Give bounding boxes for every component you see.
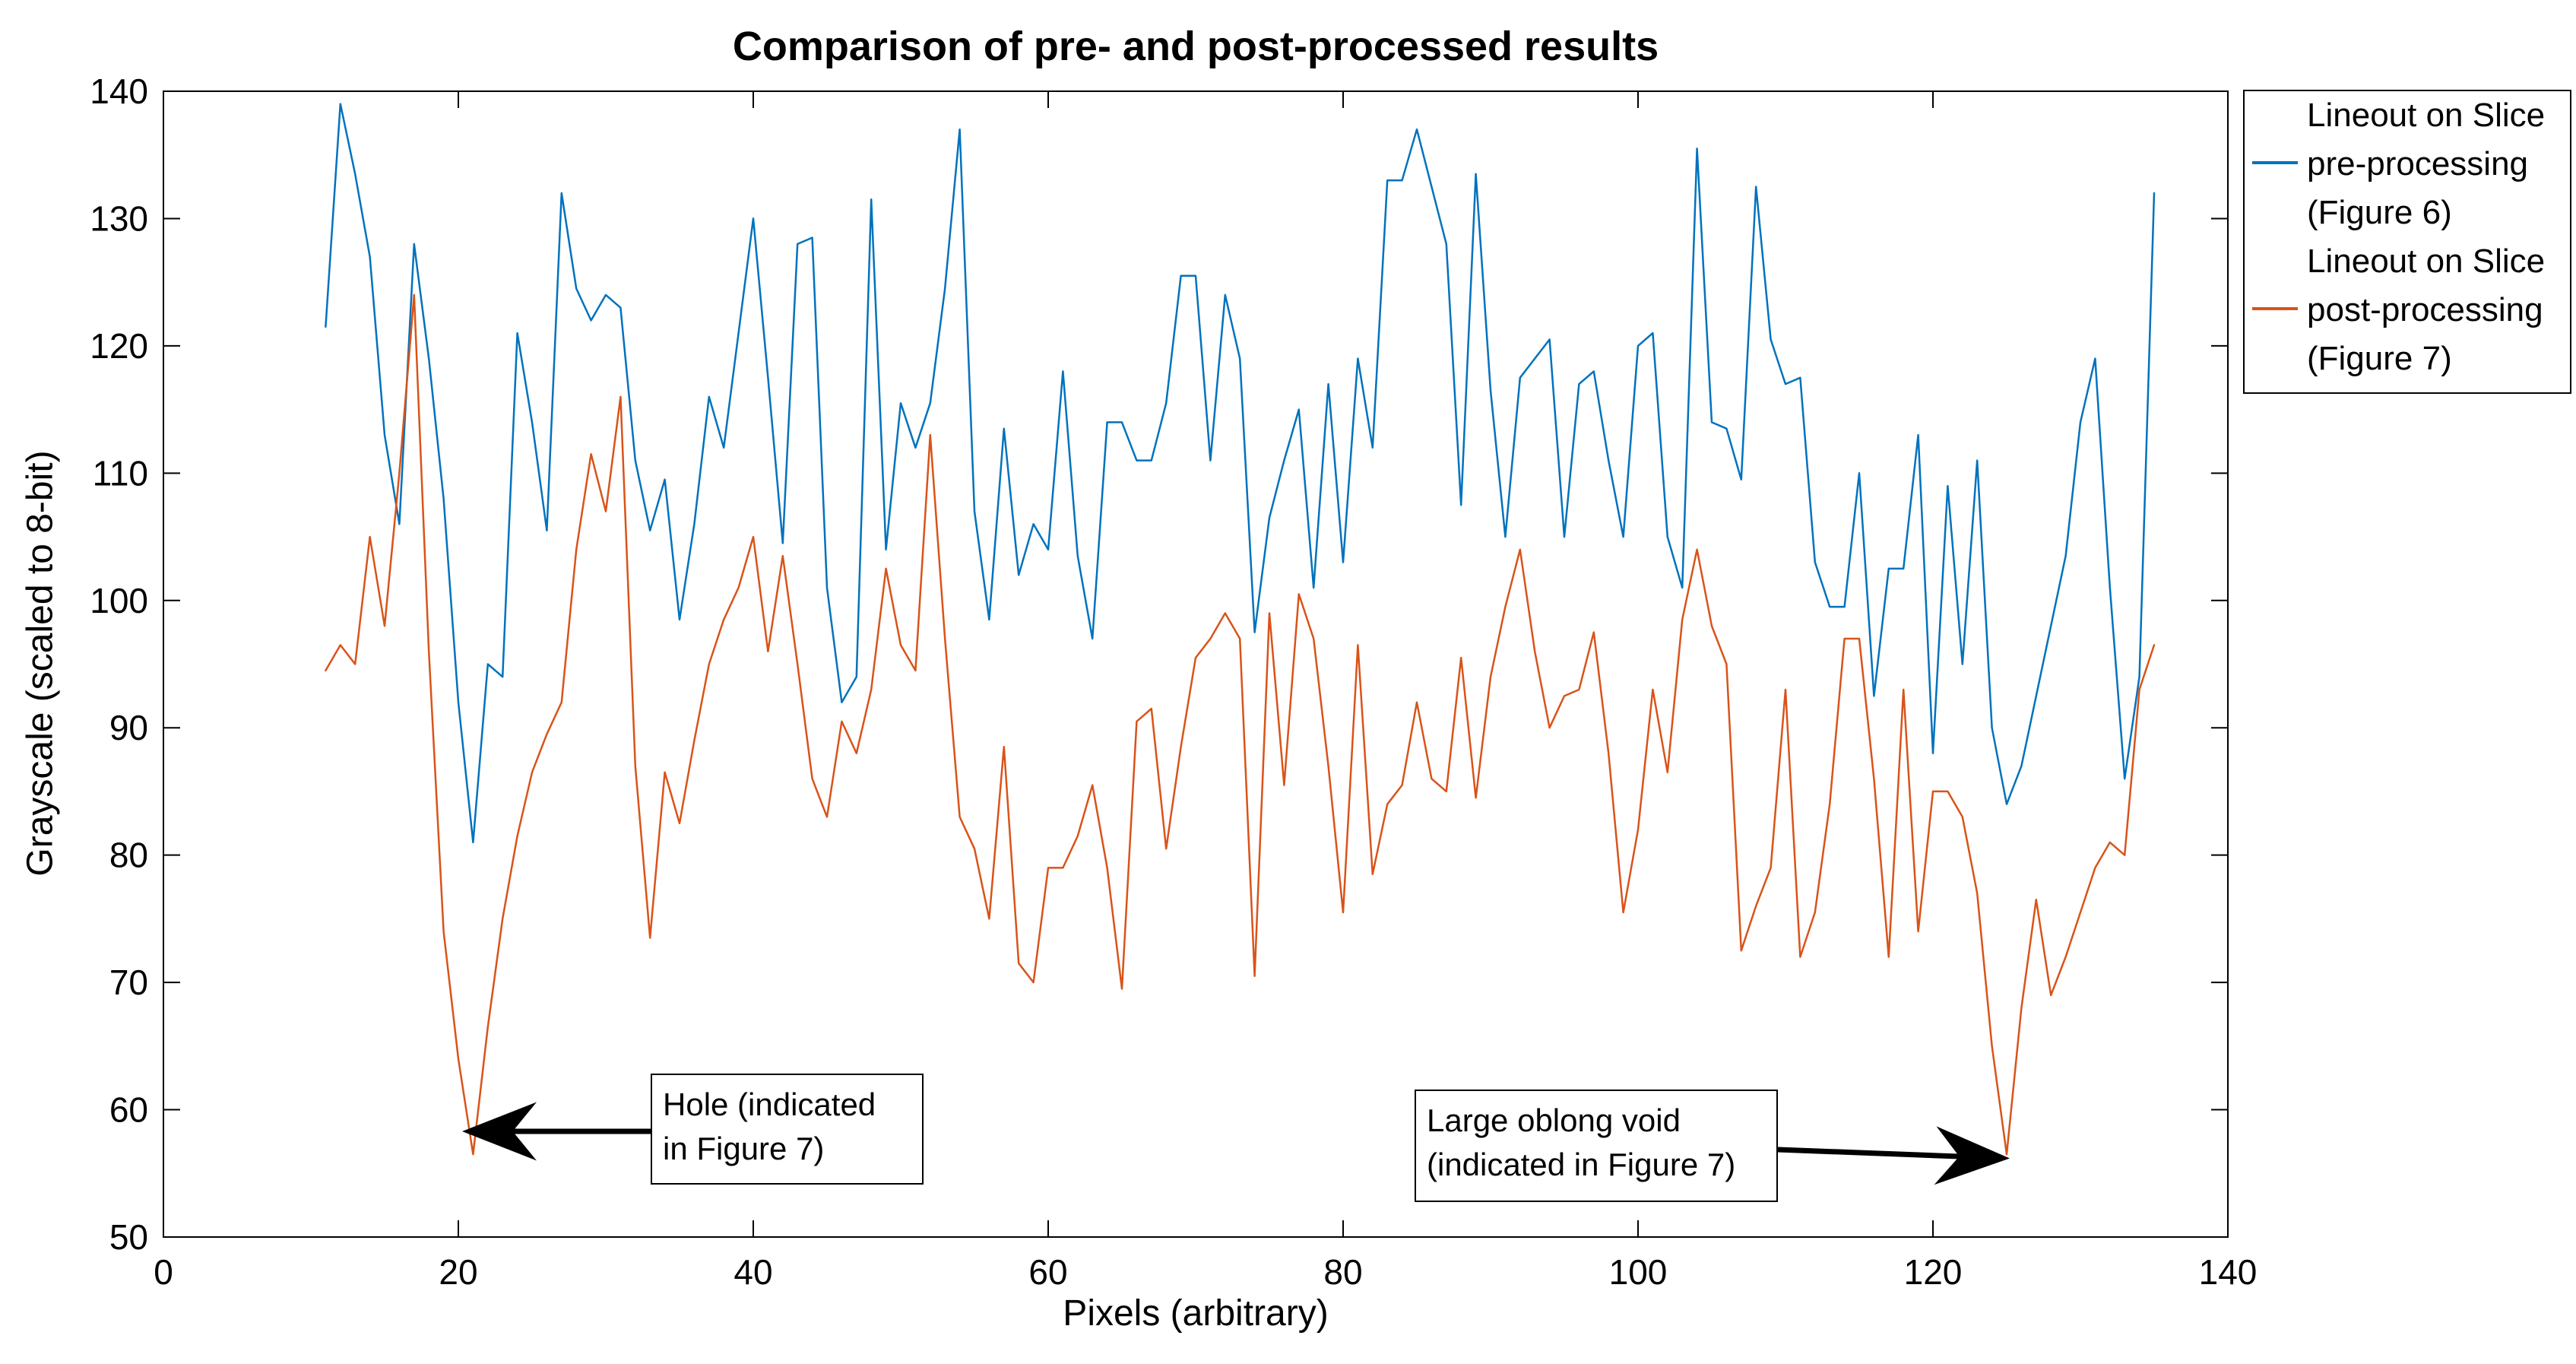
legend-line-sample-post bbox=[2252, 307, 2298, 310]
x-tick-label: 40 bbox=[734, 1252, 772, 1292]
legend-label-line: Lineout on Slice bbox=[2307, 97, 2546, 134]
legend-entry-pre: Lineout on Slice pre-processing (Figure … bbox=[2245, 91, 2570, 237]
y-tick-label: 100 bbox=[90, 581, 148, 620]
legend-label-line: post-processing bbox=[2307, 291, 2543, 328]
y-tick-label: 130 bbox=[90, 198, 148, 238]
annotation-hole: Hole (indicated in Figure 7) bbox=[651, 1074, 924, 1185]
y-tick-label: 120 bbox=[90, 326, 148, 366]
annotation-text-line: Large oblong void bbox=[1427, 1102, 1681, 1138]
y-axis-label: Grayscale (scaled to 8-bit) bbox=[20, 450, 61, 877]
legend-label-line: (Figure 6) bbox=[2307, 194, 2452, 231]
x-tick-label: 0 bbox=[154, 1252, 173, 1292]
x-tick-label: 140 bbox=[2199, 1252, 2258, 1292]
legend: Lineout on Slice pre-processing (Figure … bbox=[2243, 90, 2571, 394]
annotation-large-oblong-void: Large oblong void (indicated in Figure 7… bbox=[1415, 1090, 1778, 1202]
y-tick-label: 90 bbox=[109, 708, 148, 747]
legend-label-line: (Figure 7) bbox=[2307, 340, 2452, 377]
annotation-text-line: Hole (indicated bbox=[663, 1086, 876, 1122]
y-tick-label: 70 bbox=[109, 963, 148, 1002]
legend-entry-post: Lineout on Slice post-processing (Figure… bbox=[2245, 237, 2570, 383]
plot-box bbox=[163, 90, 2229, 1238]
x-tick-label: 120 bbox=[1904, 1252, 1963, 1292]
annotation-arrow-1 bbox=[1777, 1126, 2010, 1185]
annotation-text-line: (indicated in Figure 7) bbox=[1427, 1147, 1736, 1182]
x-ticks: 0 20 40 60 80 100 120 140 bbox=[154, 91, 2257, 1292]
y-tick-label: 60 bbox=[109, 1090, 148, 1130]
x-tick-label: 20 bbox=[439, 1252, 477, 1292]
annotation-text-line: in Figure 7) bbox=[663, 1131, 825, 1166]
x-tick-label: 60 bbox=[1028, 1252, 1067, 1292]
y-tick-label: 50 bbox=[109, 1217, 148, 1257]
y-tick-label: 80 bbox=[109, 836, 148, 875]
legend-label-line: pre-processing bbox=[2307, 145, 2529, 182]
y-ticks: 50 60 70 80 90 100 110 120 130 140 bbox=[90, 71, 2228, 1257]
x-tick-label: 80 bbox=[1323, 1252, 1362, 1292]
legend-line-sample-pre bbox=[2252, 161, 2298, 164]
legend-label-line: Lineout on Slice bbox=[2307, 243, 2546, 280]
chart-title: Comparison of pre- and post-processed re… bbox=[732, 24, 1659, 69]
post-processing-line bbox=[325, 293, 2156, 1156]
x-axis-label: Pixels (arbitrary) bbox=[1063, 1293, 1329, 1334]
x-tick-label: 100 bbox=[1609, 1252, 1668, 1292]
pre-processing-line bbox=[325, 103, 2156, 844]
y-tick-label: 110 bbox=[93, 453, 148, 493]
y-tick-label: 140 bbox=[90, 71, 148, 111]
